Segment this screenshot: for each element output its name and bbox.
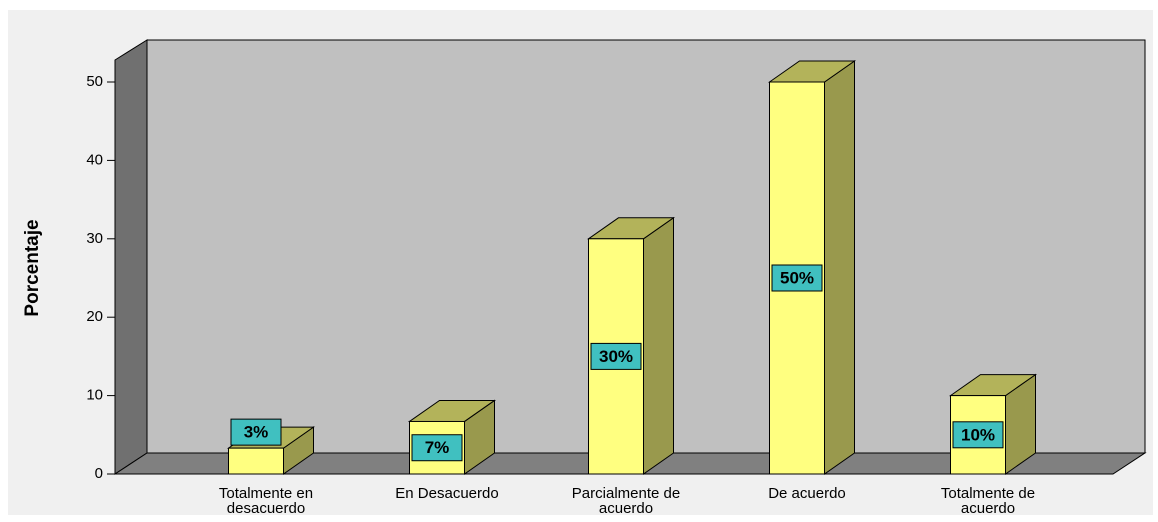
bar-side xyxy=(824,60,855,475)
bar-side xyxy=(643,216,674,475)
x-tick-label: Totalmente de acuerdo xyxy=(941,485,1035,517)
value-label-box xyxy=(952,421,1004,449)
bar xyxy=(228,447,284,475)
y-tick-label: 40 xyxy=(86,151,103,168)
y-tick-label: 30 xyxy=(86,230,103,247)
y-tick-label: 20 xyxy=(86,308,103,325)
value-label: 3% xyxy=(244,423,269,442)
value-label-box xyxy=(771,264,823,292)
side-wall xyxy=(114,39,148,475)
y-tick-label: 10 xyxy=(86,387,103,404)
x-tick-label: En Desacuerdo xyxy=(395,485,498,502)
value-label: 7% xyxy=(425,438,450,457)
y-tick-label: 0 xyxy=(95,465,103,482)
value-label-box xyxy=(590,342,642,370)
y-tick-label: 50 xyxy=(86,73,103,90)
value-label: 30% xyxy=(599,347,633,366)
x-tick-label: De acuerdo xyxy=(768,485,846,502)
x-tick-label: Totalmente en desacuerdo xyxy=(219,485,313,517)
value-label-box xyxy=(230,418,282,446)
value-label: 10% xyxy=(961,425,995,444)
y-axis-title: Porcentaje xyxy=(22,219,43,316)
x-tick-label: Parcialmente de acuerdo xyxy=(572,485,680,517)
value-label-box xyxy=(411,434,463,462)
value-label: 50% xyxy=(780,268,814,287)
